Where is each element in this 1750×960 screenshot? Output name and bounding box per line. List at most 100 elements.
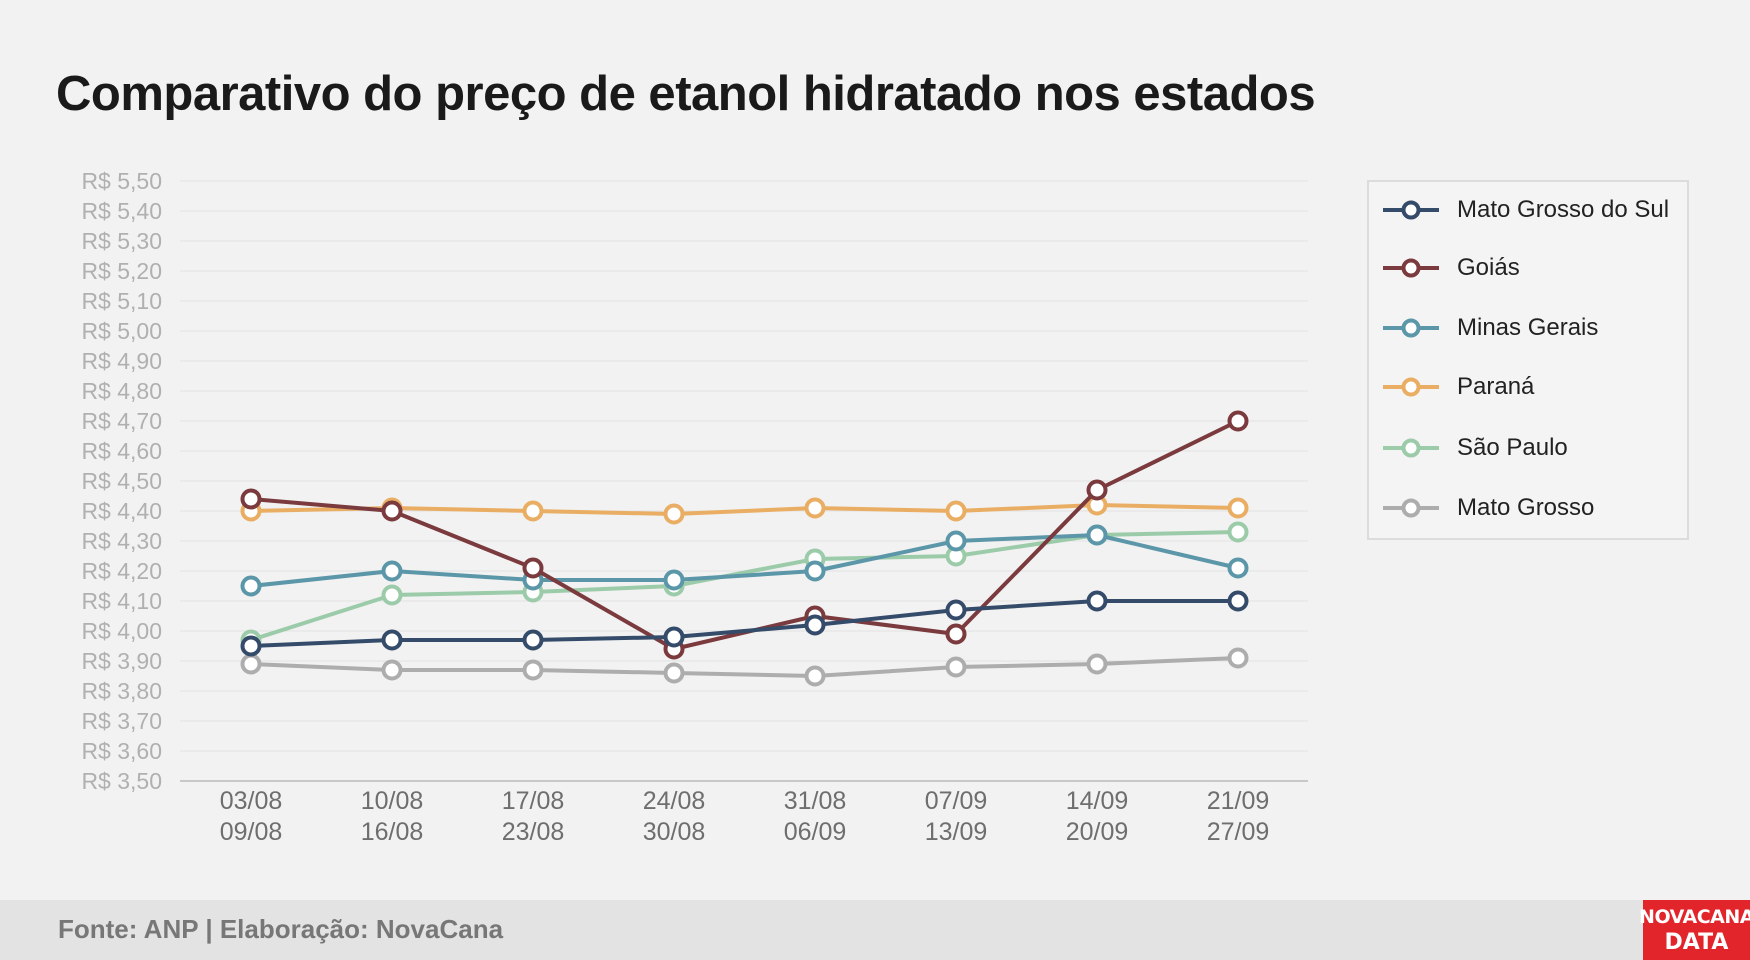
data-point-minas-gerais [804, 560, 826, 582]
data-point-mato-grosso [1086, 653, 1108, 675]
data-point-mato-grosso-do-sul [240, 635, 262, 657]
data-point-minas-gerais [381, 560, 403, 582]
y-tick-label: R$ 5,10 [81, 288, 162, 314]
y-tick-label: R$ 3,90 [81, 648, 162, 674]
series-line-mato-grosso [250, 656, 1239, 678]
x-tick-label: 13/09 [925, 818, 988, 846]
y-tick-label: R$ 3,70 [81, 708, 162, 734]
legend-label: Paraná [1457, 373, 1535, 400]
data-point-goias [381, 500, 403, 522]
data-point-mato-grosso [522, 659, 544, 681]
y-tick-label: R$ 4,80 [81, 378, 162, 404]
x-tick-label: 21/09 [1207, 787, 1270, 815]
data-point-parana [945, 500, 967, 522]
y-tick-label: R$ 4,70 [81, 408, 162, 434]
legend-swatch-mato-grosso [1383, 498, 1439, 518]
x-tick-label: 27/09 [1207, 818, 1270, 846]
data-point-mato-grosso [663, 662, 685, 684]
data-point-mato-grosso [240, 653, 262, 675]
y-tick-label: R$ 3,80 [81, 678, 162, 704]
legend-item-goias: Goiás [1379, 248, 1520, 288]
data-point-goias [522, 557, 544, 579]
y-tick-label: R$ 3,50 [81, 768, 162, 794]
data-point-minas-gerais [1227, 557, 1249, 579]
x-tick-label: 14/09 [1066, 787, 1129, 815]
footer: Fonte: ANP | Elaboração: NovaCana [0, 900, 1750, 960]
chart-legend: Mato Grosso do Sul Goiás Minas Gerais Paran… [1367, 180, 1689, 540]
y-tick-label: R$ 5,40 [81, 198, 162, 224]
y-tick-label: R$ 5,00 [81, 318, 162, 344]
x-tick-label: 17/08 [502, 787, 565, 815]
legend-swatch-sao-paulo [1383, 438, 1439, 458]
y-tick-label: R$ 3,60 [81, 738, 162, 764]
legend-swatch-marker [1401, 318, 1421, 338]
data-point-mato-grosso [1227, 647, 1249, 669]
data-point-mato-grosso-do-sul [381, 629, 403, 651]
data-point-minas-gerais [663, 569, 685, 591]
legend-swatch-marker [1401, 258, 1421, 278]
legend-label: Minas Gerais [1457, 314, 1599, 341]
data-point-parana [522, 500, 544, 522]
x-tick-label: 03/08 [220, 787, 283, 815]
data-point-mato-grosso-do-sul [804, 614, 826, 636]
legend-swatch-parana [1383, 377, 1439, 397]
x-tick-label: 16/08 [361, 818, 424, 846]
legend-swatch-marker [1401, 377, 1421, 397]
data-point-mato-grosso [945, 656, 967, 678]
source-credit: Fonte: ANP | Elaboração: NovaCana [58, 914, 504, 944]
data-point-mato-grosso-do-sul [1227, 590, 1249, 612]
y-tick-label: R$ 4,30 [81, 528, 162, 554]
legend-swatch-minas-gerais [1383, 318, 1439, 338]
y-tick-label: R$ 4,90 [81, 348, 162, 374]
data-point-goias [240, 488, 262, 510]
legend-label: Goiás [1457, 254, 1520, 281]
legend-swatch-marker [1401, 438, 1421, 458]
novacana-data-logo: NOVACANA DATA [1639, 900, 1750, 960]
data-point-sao-paulo [1227, 521, 1249, 543]
legend-swatch-mato-grosso-do-sul [1383, 200, 1439, 220]
legend-label: Mato Grosso do Sul [1457, 196, 1670, 223]
data-point-mato-grosso-do-sul [522, 629, 544, 651]
data-point-minas-gerais [1086, 524, 1108, 546]
data-point-minas-gerais [240, 575, 262, 597]
data-point-sao-paulo [381, 584, 403, 606]
y-tick-label: R$ 4,00 [81, 618, 162, 644]
y-tick-label: R$ 4,20 [81, 558, 162, 584]
data-point-parana [1227, 497, 1249, 519]
legend-item-sao-paulo: São Paulo [1379, 428, 1568, 468]
x-tick-label: 24/08 [643, 787, 706, 815]
data-point-mato-grosso-do-sul [1086, 590, 1108, 612]
y-tick-label: R$ 4,40 [81, 498, 162, 524]
data-point-minas-gerais [945, 530, 967, 552]
data-point-mato-grosso-do-sul [663, 626, 685, 648]
x-tick-label: 23/08 [502, 818, 565, 846]
data-point-mato-grosso [381, 659, 403, 681]
legend-item-mato-grosso: Mato Grosso [1379, 488, 1594, 528]
series-line-minas-gerais [250, 533, 1239, 588]
data-point-mato-grosso-do-sul [945, 599, 967, 621]
y-tick-label: R$ 5,50 [81, 168, 162, 194]
x-tick-label: 30/08 [643, 818, 706, 846]
data-point-parana [804, 497, 826, 519]
series-line-mato-grosso-do-sul [250, 599, 1238, 648]
x-tick-label: 09/08 [220, 818, 283, 846]
x-tick-label: 10/08 [361, 787, 424, 815]
y-tick-label: R$ 5,20 [81, 258, 162, 284]
data-point-goias [1086, 479, 1108, 501]
x-tick-label: 20/09 [1066, 818, 1129, 846]
legend-label: São Paulo [1457, 434, 1568, 461]
x-tick-label: 31/08 [784, 787, 847, 815]
data-point-parana [663, 503, 685, 525]
y-tick-label: R$ 4,60 [81, 438, 162, 464]
x-tick-label: 06/09 [784, 818, 847, 846]
legend-item-parana: Paraná [1379, 367, 1534, 407]
data-point-mato-grosso [804, 665, 826, 687]
y-tick-label: R$ 4,10 [81, 588, 162, 614]
legend-label: Mato Grosso [1457, 494, 1595, 521]
series-line-sao-paulo [250, 530, 1239, 642]
y-tick-label: R$ 4,50 [81, 468, 162, 494]
legend-item-minas-gerais: Minas Gerais [1379, 308, 1598, 348]
legend-swatch-marker [1401, 498, 1421, 518]
logo-text-line1: NOVACANA [1639, 906, 1750, 928]
legend-item-mato-grosso-do-sul: Mato Grosso do Sul [1379, 190, 1669, 230]
